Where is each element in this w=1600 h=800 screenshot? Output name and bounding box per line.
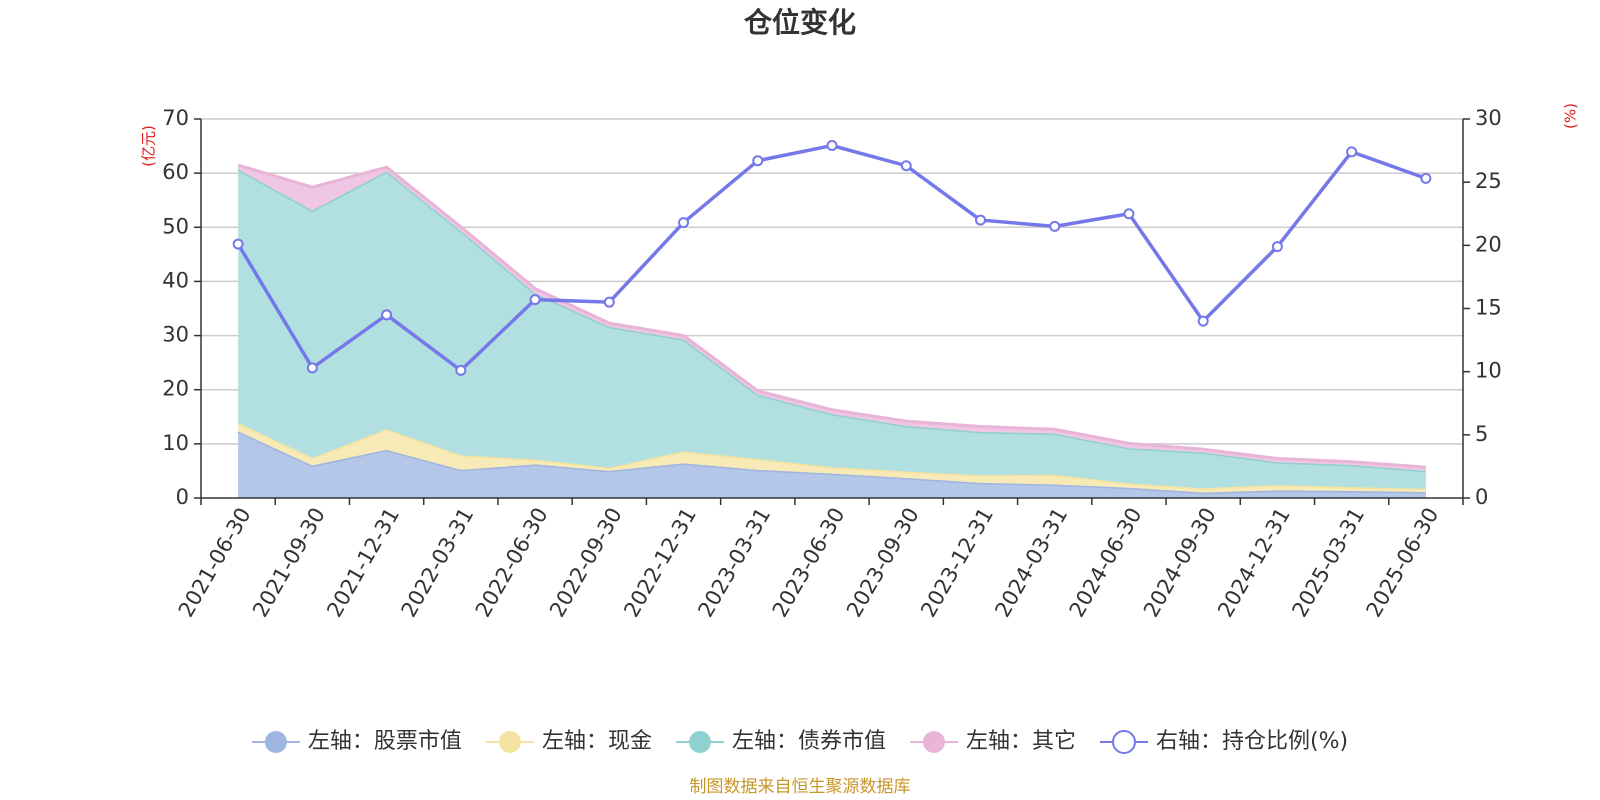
- legend-marker: [1111, 730, 1136, 754]
- legend-marker: [922, 731, 945, 753]
- ratio-line-series: [232, 140, 1432, 376]
- x-axis-tick-label: 2022-03-31: [397, 503, 479, 621]
- ratio-point: [1271, 241, 1283, 253]
- legend-item[interactable]: 左轴：现金: [485, 729, 652, 754]
- ratio-point: [678, 217, 690, 229]
- x-axis-tick-label: 2024-12-31: [1213, 504, 1295, 622]
- x-axis-tick-label: 2024-09-30: [1139, 504, 1221, 622]
- ratio-point: [1123, 208, 1135, 220]
- area-edge-左轴：股票市值: [237, 430, 1426, 495]
- left-axis-unit: (亿元): [140, 125, 158, 167]
- ratio-point: [752, 155, 764, 167]
- ratio-point: [1049, 220, 1061, 232]
- x-axis-tick-label: 2021-06-30: [174, 504, 256, 622]
- right-axis-tick-label: 5: [1475, 422, 1488, 446]
- ratio-point: [306, 362, 318, 374]
- legend-marker: [264, 731, 287, 753]
- left-axis-tick-label: 20: [162, 377, 189, 401]
- legend-marker: [498, 731, 521, 753]
- ratio-point: [1346, 146, 1358, 158]
- x-axis-tick-label: 2023-09-30: [842, 504, 924, 622]
- ratio-point: [900, 160, 912, 172]
- chart-title: 仓位变化: [744, 6, 856, 39]
- area-edge-左轴：其它: [237, 163, 1426, 469]
- x-axis-tick-label: 2022-12-31: [619, 504, 701, 622]
- right-axis-unit: (%): [1562, 103, 1580, 129]
- right-axis-tick-label: 10: [1475, 359, 1502, 383]
- area-左轴：现金: [238, 422, 1426, 493]
- ratio-point: [529, 294, 541, 306]
- ratio-point: [232, 238, 244, 250]
- ratio-point: [455, 364, 467, 376]
- legend[interactable]: 左轴：股票市值 左轴：现金 左轴：债券市值 左轴：其它 右轴：持仓比例(%): [251, 729, 1348, 754]
- x-axis-tick-label: 2021-09-30: [248, 504, 330, 622]
- right-axis-tick-label: 30: [1475, 106, 1502, 130]
- right-axis-tick-label: 25: [1475, 169, 1502, 193]
- left-axis-tick-label: 60: [162, 160, 189, 184]
- ratio-point: [603, 296, 615, 308]
- left-axis-tick-label: 30: [162, 323, 189, 347]
- legend-label: 左轴：其它: [966, 729, 1076, 754]
- data-source-note: 制图数据来自恒生聚源数据库: [690, 777, 911, 797]
- x-axis-tick-label: 2023-03-31: [693, 504, 775, 622]
- area-左轴：股票市值: [238, 431, 1426, 498]
- x-axis-tick-label: 2025-03-31: [1287, 504, 1369, 622]
- stacked-areas: [237, 163, 1426, 498]
- left-axis-tick-label: 40: [162, 268, 189, 292]
- x-axis-tick-label: 2023-06-30: [768, 504, 850, 622]
- left-axis-tick-label: 10: [162, 431, 189, 455]
- x-axis-tick-label: 2024-03-31: [990, 504, 1072, 622]
- x-axis-tick-label: 2025-06-30: [1362, 504, 1444, 622]
- left-axis-tick-label: 50: [162, 214, 189, 238]
- area-左轴：债券市值: [238, 169, 1426, 489]
- ratio-point: [1197, 315, 1209, 327]
- legend-item[interactable]: 左轴：股票市值: [251, 729, 462, 754]
- right-axis-tick-label: 15: [1475, 296, 1502, 320]
- legend-label: 右轴：持仓比例(%): [1156, 729, 1348, 754]
- legend-label: 左轴：股票市值: [308, 729, 462, 754]
- x-axis-tick-label: 2021-12-31: [322, 504, 404, 622]
- legend-item[interactable]: 左轴：债券市值: [675, 729, 886, 754]
- legend-item[interactable]: 左轴：其它: [909, 729, 1076, 754]
- legend-item[interactable]: 右轴：持仓比例(%): [1099, 729, 1348, 754]
- x-axis-tick-label: 2022-09-30: [545, 504, 627, 622]
- x-axis-tick-label: 2024-06-30: [1065, 504, 1147, 622]
- x-axis-tick-label: 2023-12-31: [916, 504, 998, 622]
- right-axis-tick-label: 0: [1475, 485, 1488, 509]
- right-axis-tick-label: 20: [1475, 232, 1502, 256]
- ratio-point: [826, 140, 838, 152]
- ratio-point: [1420, 172, 1432, 184]
- left-axis-tick-label: 70: [162, 106, 189, 130]
- legend-label: 左轴：债券市值: [732, 729, 886, 754]
- legend-marker: [688, 731, 711, 753]
- x-axis-tick-label: 2022-06-30: [471, 504, 553, 622]
- left-axis-tick-label: 0: [176, 485, 189, 509]
- ratio-point: [974, 214, 986, 226]
- legend-label: 左轴：现金: [542, 729, 652, 754]
- ratio-point: [381, 309, 393, 321]
